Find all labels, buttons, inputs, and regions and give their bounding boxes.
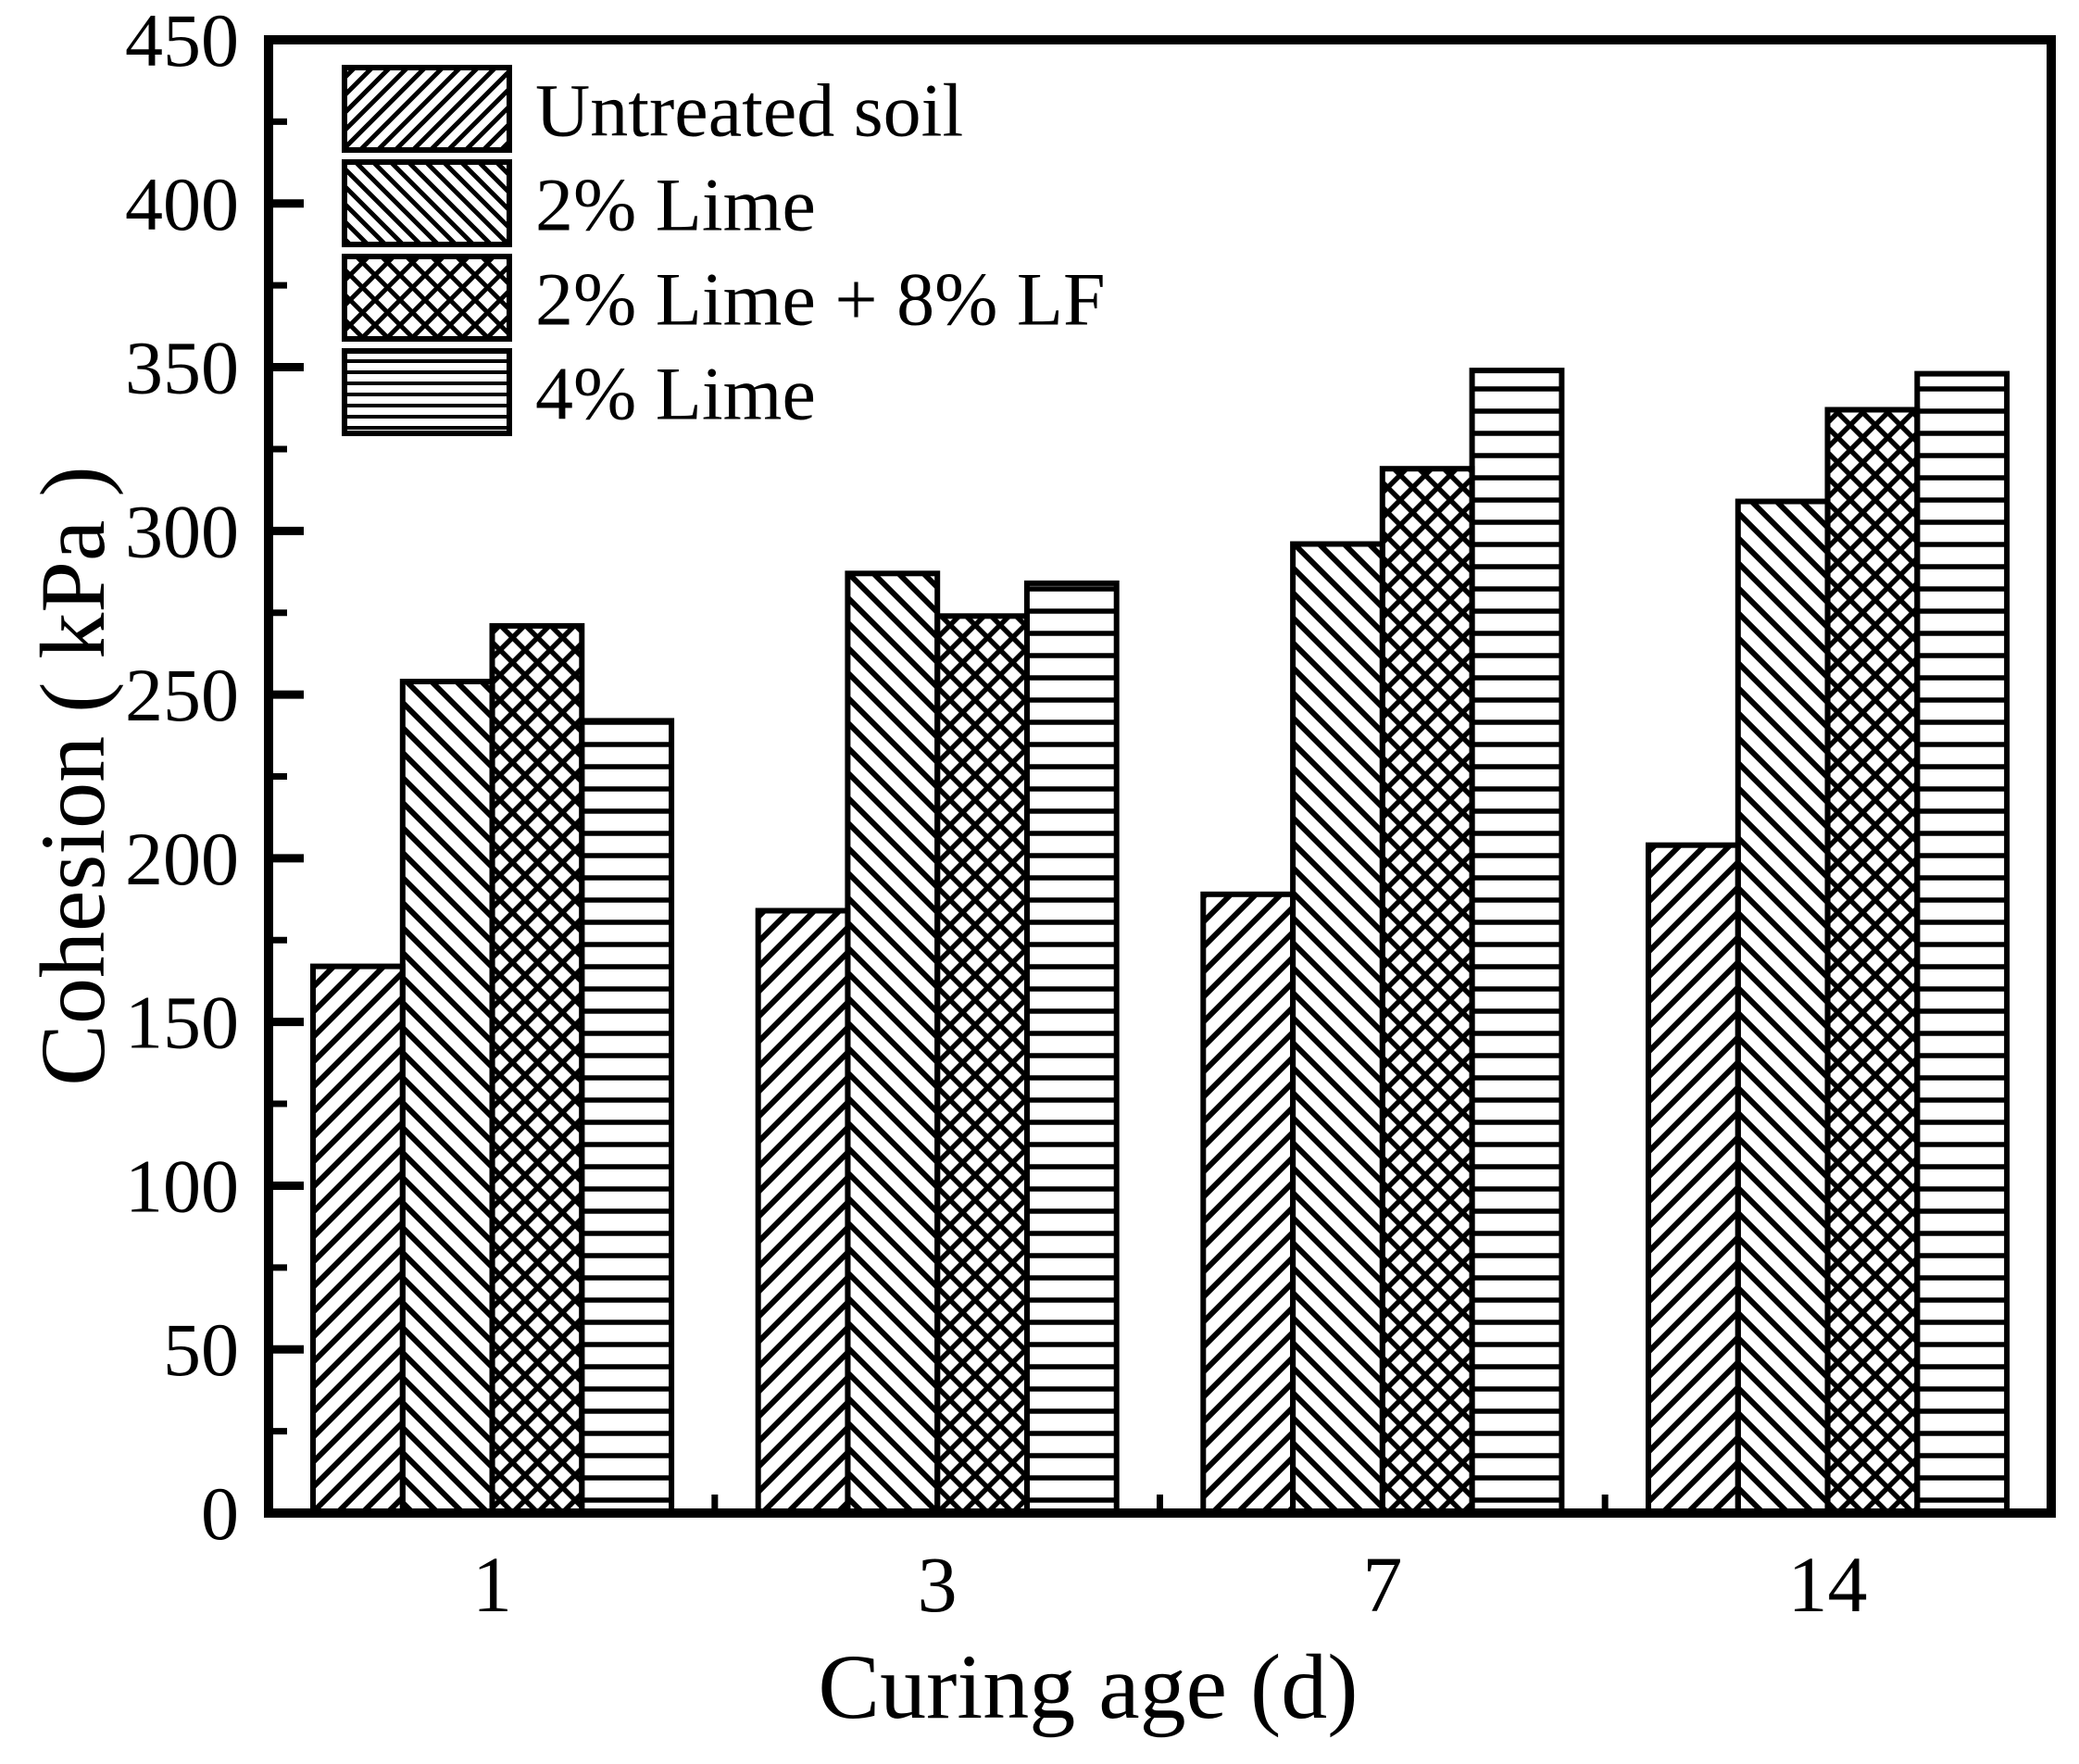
tick-labels-group: 0 50 100 150 200 250 300 350 400 450 1 3 7 14 — [125, 0, 1868, 1629]
legend-swatch-forward-diagonal-icon — [342, 65, 512, 153]
legend-swatch-horizontal-icon — [342, 348, 512, 436]
y-tick-label-250: 250 — [125, 653, 239, 737]
bar-4-lime-age-14 — [1914, 370, 2010, 1517]
x-tick-label-3: 3 — [918, 1540, 958, 1629]
bar-untreated-soil-age-14 — [1646, 842, 1741, 1516]
bar-2-lime-8-lf-age-7 — [1379, 466, 1475, 1517]
y-tick-label-200: 200 — [125, 817, 239, 901]
bar-untreated-soil-age-7 — [1200, 891, 1296, 1516]
legend-swatch-cross-icon — [342, 254, 512, 342]
bar-2-lime-age-14 — [1735, 498, 1831, 1516]
bar-2-lime-8-lf-age-1 — [489, 622, 585, 1516]
bar-4-lime-age-7 — [1469, 368, 1565, 1517]
legend-swatch-backward-diagonal-icon — [342, 159, 512, 247]
x-tick-label-7: 7 — [1362, 1540, 1402, 1629]
bars-group — [310, 368, 2010, 1517]
y-tick-label-450: 450 — [125, 0, 239, 82]
y-tick-label-100: 100 — [125, 1144, 239, 1228]
bar-2-lime-age-1 — [399, 679, 495, 1516]
legend-label: 2% Lime + 8% LF — [535, 257, 1106, 342]
bar-untreated-soil-age-3 — [755, 907, 851, 1516]
bar-2-lime-8-lf-age-14 — [1824, 407, 1921, 1516]
bar-2-lime-age-7 — [1290, 541, 1385, 1516]
legend: Untreated soil 2% Lime 2% Lime + 8% LF 4% L… — [342, 65, 1106, 436]
bar-4-lime-age-3 — [1023, 580, 1120, 1516]
x-tick-label-14: 14 — [1788, 1540, 1868, 1629]
y-tick-label-0: 0 — [201, 1471, 239, 1556]
y-tick-label-150: 150 — [125, 981, 239, 1065]
legend-label: 2% Lime — [535, 163, 816, 247]
x-tick-label-1: 1 — [472, 1540, 512, 1629]
bar-untreated-soil-age-1 — [310, 963, 406, 1516]
bar-2-lime-8-lf-age-3 — [934, 613, 1031, 1516]
legend-label: 4% Lime — [535, 352, 816, 436]
plot-frame — [264, 35, 2056, 1518]
legend-label: Untreated soil — [535, 69, 963, 153]
y-axis-title: Cohesion ( kPa ) — [21, 466, 124, 1085]
bar-4-lime-age-1 — [579, 718, 675, 1516]
y-tick-label-300: 300 — [125, 489, 239, 573]
y-tick-label-400: 400 — [125, 162, 239, 246]
y-tick-label-350: 350 — [125, 326, 239, 410]
y-tick-label-50: 50 — [163, 1307, 239, 1392]
x-axis-title: Curing age (d) — [818, 1635, 1358, 1738]
bar-2-lime-age-3 — [845, 570, 941, 1516]
